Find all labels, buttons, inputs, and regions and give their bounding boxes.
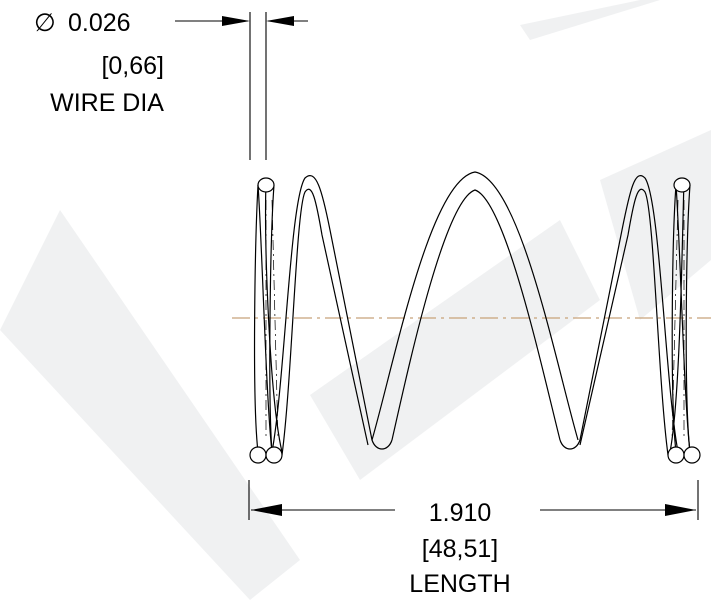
length-label: LENGTH [409, 570, 510, 598]
wire-dia-metric: [0,66] [101, 52, 164, 80]
diameter-symbol: ∅ [34, 9, 56, 37]
wire-dia-label: WIRE DIA [50, 89, 164, 117]
length-arrow-right [665, 504, 696, 516]
length-metric: [48,51] [422, 535, 498, 563]
wire-dia-arrow-left [222, 16, 250, 26]
wire-dia-value: 0.026 [68, 9, 131, 37]
wire-dia-arrow-right [266, 16, 294, 26]
spring-coils [249, 171, 701, 464]
length-dimension [248, 480, 699, 520]
wire-dia-dimension [175, 12, 308, 160]
length-value: 1.910 [429, 499, 492, 527]
length-arrow-left [251, 504, 282, 516]
